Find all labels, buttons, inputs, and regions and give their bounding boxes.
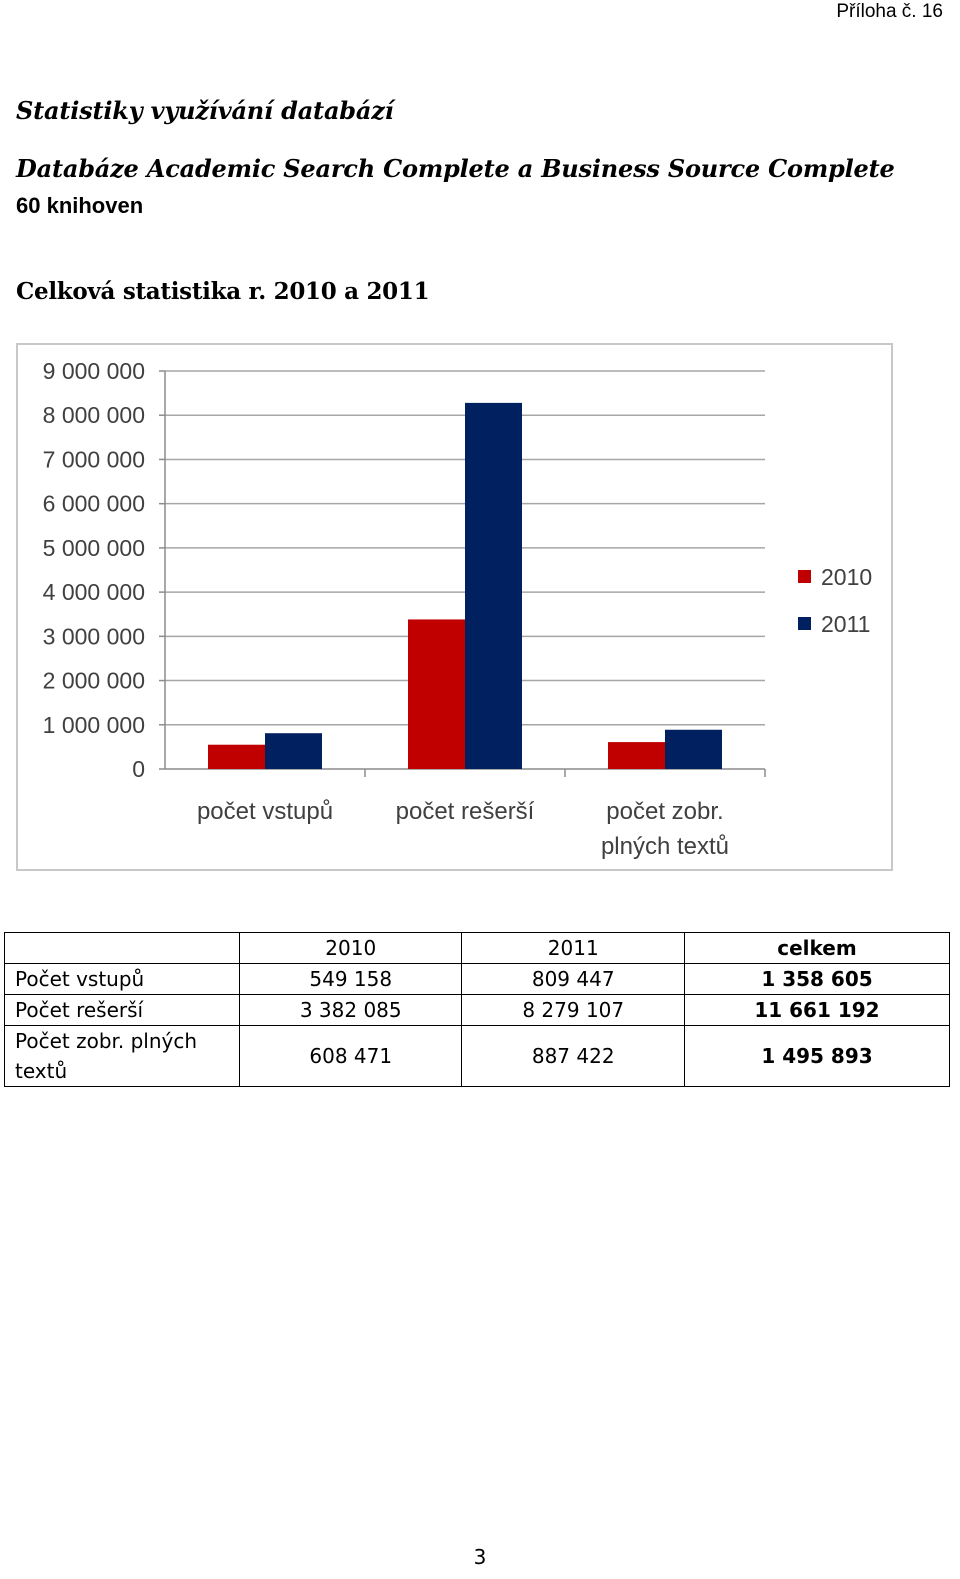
statistics-table: 2010 2011 celkem Počet vstupů 549 158 80… [4, 932, 951, 1087]
bar-2011 [665, 729, 722, 769]
row-label: Počet vstupů [4, 963, 240, 995]
table-row: Počet vstupů 549 158 809 447 1 358 605 [4, 963, 951, 995]
cell-total: 1 495 893 [683, 1025, 951, 1087]
table-header-cell [4, 932, 240, 964]
cell-2011: 8 279 107 [461, 994, 685, 1026]
cell-2011: 809 447 [461, 963, 685, 995]
table-header-cell: 2011 [461, 932, 685, 964]
y-tick-label: 0 [132, 756, 145, 782]
cell-total: 1 358 605 [683, 963, 951, 995]
legend-swatch-2011 [798, 617, 811, 630]
x-tick-label: počet zobr. [606, 798, 723, 825]
legend-label: 2011 [821, 611, 870, 637]
table-row: Počet rešerší 3 382 085 8 279 107 11 661… [4, 994, 951, 1026]
row-label: Počet zobr. plných textů [4, 1025, 240, 1087]
y-tick-label: 3 000 000 [43, 623, 145, 649]
table-row: Počet zobr. plných textů 608 471 887 422… [4, 1025, 951, 1087]
bar-chart: 0 1 000 000 2 000 000 3 000 000 4 000 000 5 0… [16, 343, 893, 871]
cell-total: 11 661 192 [683, 994, 951, 1026]
page-number: 3 [473, 1545, 487, 1569]
y-tick-label: 7 000 000 [43, 446, 145, 472]
database-title: Databáze Academic Search Complete a Busi… [16, 154, 895, 183]
legend-swatch-2010 [798, 570, 811, 583]
y-tick-label: 8 000 000 [43, 402, 145, 428]
y-tick-label: 2 000 000 [43, 668, 145, 694]
x-tick-label: počet vstupů [197, 798, 333, 825]
bar-2010 [208, 744, 265, 769]
chart-canvas: 0 1 000 000 2 000 000 3 000 000 4 000 000 5 0… [43, 358, 873, 860]
x-tick-label: plných textů [601, 833, 729, 860]
x-tick-label: počet rešerší [396, 798, 535, 825]
y-tick-label: 5 000 000 [43, 535, 145, 561]
cell-2010: 549 158 [238, 963, 463, 995]
table-header-row: 2010 2011 celkem [4, 932, 951, 964]
y-tick-label: 9 000 000 [43, 358, 145, 384]
table-header-cell: celkem [683, 932, 951, 964]
libraries-count: 60 knihoven [16, 193, 144, 218]
y-tick-label: 6 000 000 [43, 491, 145, 517]
y-tick-label: 1 000 000 [43, 712, 145, 738]
section-title: Celková statistika r. 2010 a 2011 [16, 278, 430, 305]
row-label: Počet rešerší [4, 994, 240, 1026]
cell-2011: 887 422 [461, 1025, 685, 1087]
legend-label: 2010 [821, 564, 872, 590]
y-tick-label: 4 000 000 [43, 579, 145, 605]
cell-2010: 608 471 [238, 1025, 463, 1087]
page-title: Statistiky využívání databází [16, 96, 394, 125]
annex-label: Příloha č. 16 [836, 1, 943, 22]
cell-2010: 3 382 085 [238, 994, 463, 1026]
bar-2010 [408, 619, 465, 769]
bar-2010 [608, 742, 665, 769]
table-header-cell: 2010 [238, 932, 463, 964]
bar-2011 [465, 402, 522, 769]
bar-2011 [265, 733, 322, 769]
